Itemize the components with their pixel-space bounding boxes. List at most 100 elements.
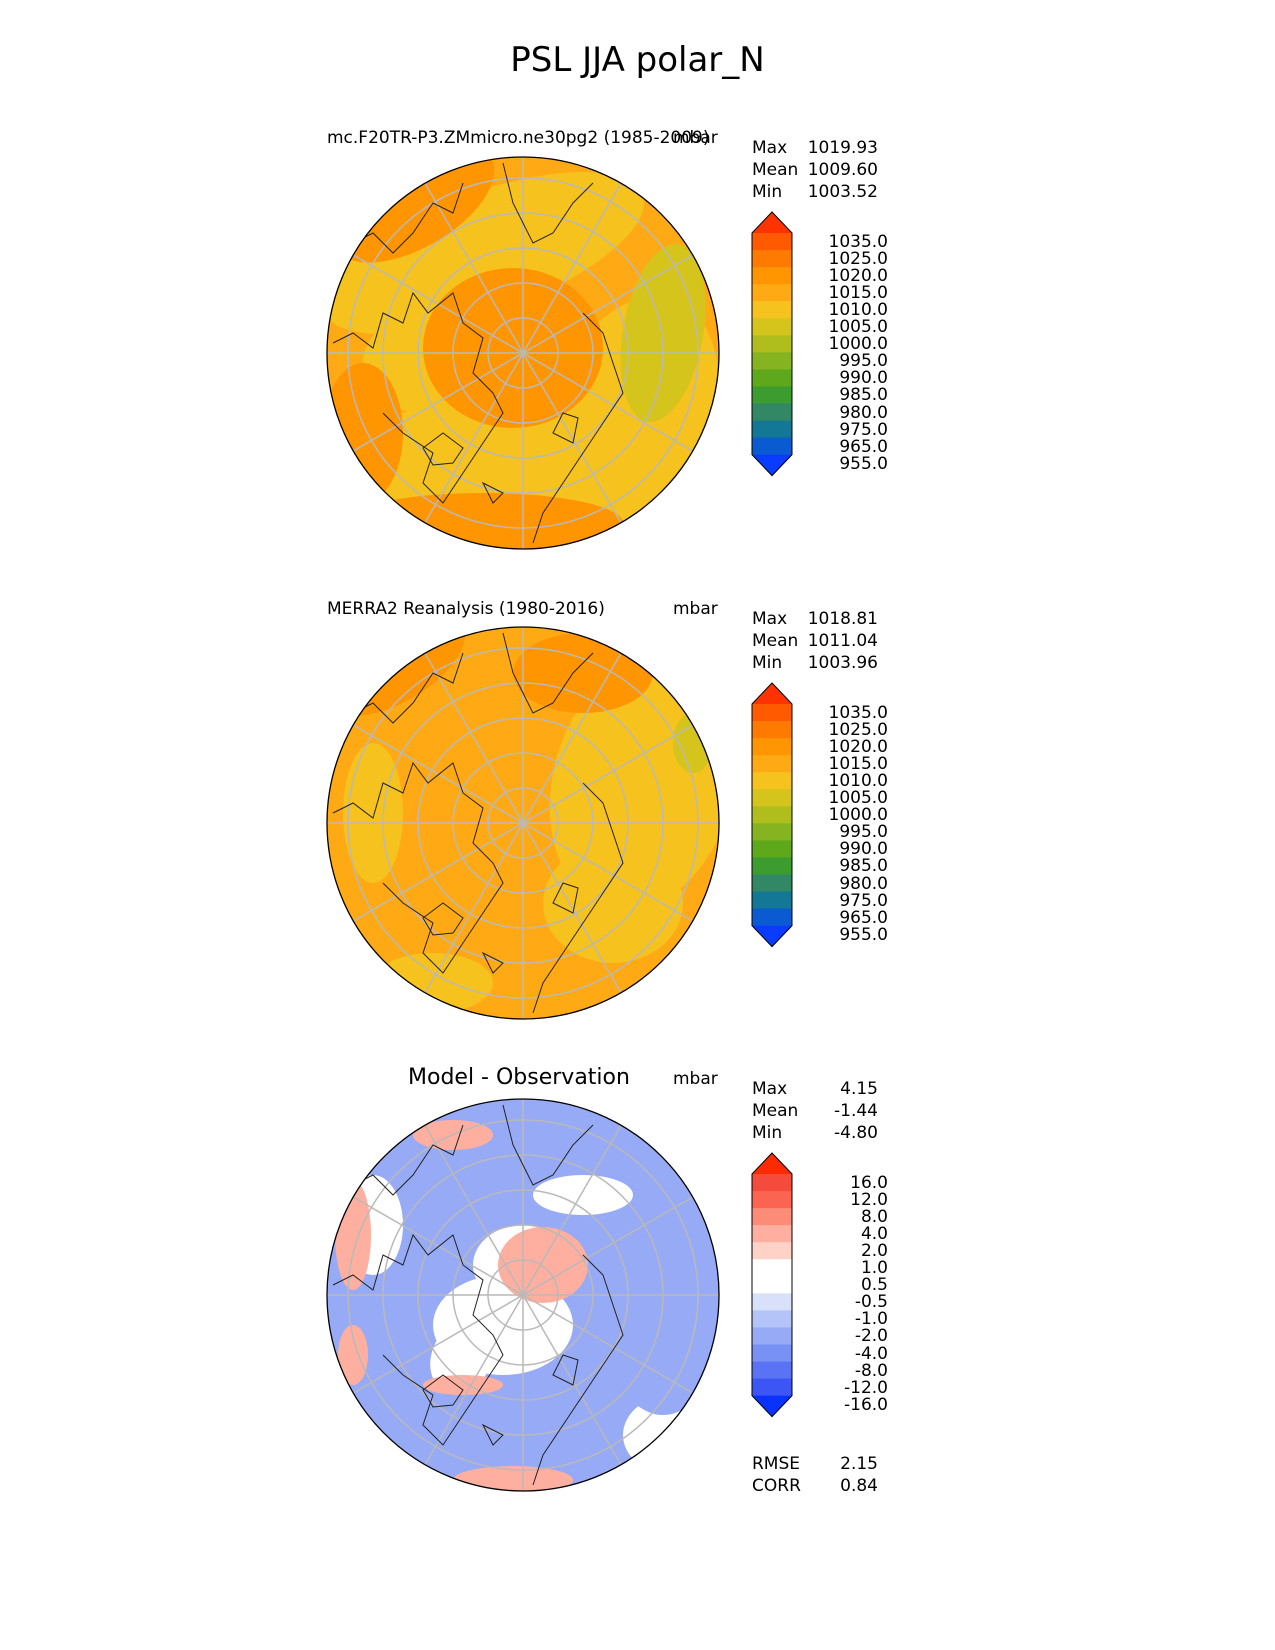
- colorbar-segment: [752, 403, 792, 422]
- panel-1-title: mc.F20TR-P3.ZMmicro.ne30pg2 (1985-2009): [327, 128, 710, 148]
- coastline: [422, 432, 464, 466]
- colorbar-tick-label: 1035.0: [828, 232, 888, 252]
- colorbar-segment: [752, 908, 792, 927]
- colorbar-tick-label: 975.0: [839, 890, 888, 911]
- panel-3-stats: Max 4.15 Mean -1.44 Min -4.80: [752, 1078, 878, 1144]
- stat-value: 1018.81: [807, 609, 878, 629]
- stat-value: 1011.04: [807, 631, 878, 651]
- colorbar-segment: [752, 335, 792, 353]
- colorbar-segment: [752, 806, 792, 824]
- colorbar-extend-top: [752, 683, 792, 704]
- colorbar-tick-label: 4.0: [860, 1224, 888, 1245]
- panel-2-units: mbar: [673, 599, 718, 619]
- stat-label: Mean: [752, 160, 799, 180]
- stat-value: 1003.52: [807, 182, 878, 202]
- colorbar-extend-bottom: [752, 925, 792, 947]
- colorbar-segment: [752, 721, 792, 739]
- colorbar-tick-label: 985.0: [839, 385, 888, 406]
- colorbar-segment: [752, 1378, 792, 1397]
- field-patch: [603, 1215, 719, 1415]
- stat-value: 1019.93: [807, 138, 878, 158]
- colorbar-tick-label: 995.0: [839, 822, 888, 843]
- colorbar-tick-label: 1025.0: [828, 720, 888, 741]
- meridian-line: [522, 1196, 694, 1296]
- colorbar-segment: [752, 789, 792, 807]
- coastline: [502, 1104, 594, 1186]
- colorbar-tick-label: -12.0: [844, 1377, 888, 1398]
- meridian-line: [522, 652, 622, 824]
- colorbar-segment: [752, 1242, 792, 1260]
- figure-title: PSL JJA polar_N: [510, 40, 765, 80]
- colorbar-segment: [752, 1174, 792, 1192]
- meridian-line: [352, 822, 524, 922]
- colorbar-segment: [752, 1361, 792, 1380]
- stat-value: 1003.96: [807, 653, 878, 673]
- stat-value: 4.15: [840, 1079, 878, 1099]
- field-patch: [533, 1175, 633, 1215]
- meridian-line: [424, 1124, 524, 1296]
- colorbar-tick-label: 995.0: [839, 351, 888, 372]
- field-patch: [430, 1317, 496, 1393]
- colorbar-tick-label: 8.0: [860, 1207, 888, 1228]
- panel-2-stats: Max 1018.81 Mean 1011.04 Min 1003.96: [752, 608, 878, 674]
- colorbar-tick-label: 0.5: [860, 1275, 888, 1296]
- panel-1-stats: Max 1019.93 Mean 1009.60 Min 1003.52: [752, 137, 878, 203]
- colorbar-tick-label: 965.0: [839, 907, 888, 928]
- colorbar-tick-label: 990.0: [839, 839, 888, 860]
- colorbar-segment: [752, 738, 792, 756]
- colorbar-segment: [752, 250, 792, 268]
- stat-label: Mean: [752, 1101, 799, 1121]
- coastline: [352, 1124, 464, 1196]
- panel-2-colorbar: [751, 682, 793, 948]
- colorbar-segment: [752, 233, 792, 251]
- colorbar-segment: [752, 823, 792, 841]
- meridian-line: [424, 1294, 524, 1466]
- meridian-line: [352, 1196, 524, 1296]
- field-patch: [343, 743, 403, 883]
- stat-label: Mean: [752, 631, 799, 651]
- colorbar-segment: [752, 437, 792, 456]
- meridian-line: [424, 352, 524, 524]
- colorbar-segment: [752, 1225, 792, 1243]
- colorbar-segment: [752, 267, 792, 285]
- colorbar-segment: [752, 386, 792, 405]
- colorbar-outline: [751, 211, 793, 477]
- coastline: [332, 1233, 504, 1446]
- colorbar-segment: [752, 704, 792, 722]
- coastline: [332, 291, 504, 504]
- meridian-line: [424, 182, 524, 354]
- colorbar-tick-label: -16.0: [844, 1394, 888, 1415]
- colorbar-outline: [751, 1152, 793, 1418]
- coastline: [532, 1254, 624, 1486]
- colorbar-tick-label: 1025.0: [828, 249, 888, 270]
- stat-label: Min: [752, 182, 783, 202]
- coastline: [502, 632, 594, 714]
- stat-value: -4.80: [834, 1123, 878, 1143]
- coastline: [481, 481, 504, 504]
- colorbar-tick-label: 1020.0: [828, 737, 888, 758]
- stat-value: -1.44: [834, 1101, 878, 1121]
- colorbar-segment: [752, 840, 792, 859]
- field-patch: [620, 244, 706, 422]
- coastline: [532, 782, 624, 1014]
- meridian-line: [522, 352, 622, 524]
- colorbar-extend-top: [752, 1153, 792, 1174]
- colorbar-segment: [752, 1208, 792, 1226]
- map-boundary: [326, 156, 720, 550]
- colorbar-segment: [752, 1276, 792, 1294]
- metric-value: 0.84: [840, 1476, 878, 1496]
- stat-label: Max: [752, 1079, 788, 1099]
- metric-label: CORR: [752, 1476, 801, 1496]
- meridian-line: [522, 352, 694, 452]
- meridian-line: [522, 254, 694, 354]
- colorbar-tick-label: 1015.0: [828, 283, 888, 304]
- colorbar-tick-label: 1010.0: [828, 771, 888, 792]
- meridian-line: [522, 182, 622, 354]
- meridian-line: [424, 822, 524, 994]
- colorbar-segment: [752, 1327, 792, 1346]
- meridian-line: [522, 822, 622, 994]
- coastline: [552, 1354, 579, 1386]
- colorbar-tick-label: 1000.0: [828, 334, 888, 355]
- meridian-line: [352, 724, 524, 824]
